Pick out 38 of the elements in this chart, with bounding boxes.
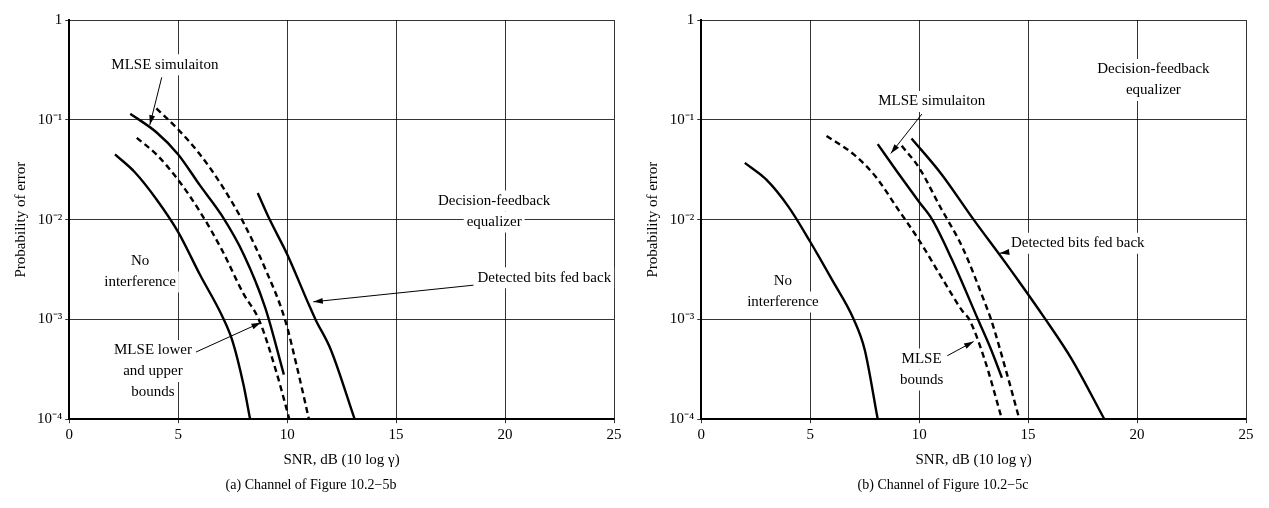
y-tick-label: 10⁻³ <box>669 310 695 327</box>
annotation: MLSE lower and upper bounds <box>114 341 192 400</box>
y-tick-label: 10⁻¹ <box>37 110 63 127</box>
annotation: No interference <box>747 271 820 309</box>
y-tick-label: 10⁻³ <box>37 310 63 327</box>
annotation: No interference <box>104 251 177 289</box>
y-tick-label: 1 <box>686 10 695 27</box>
x-axis-title: SNR, dB (10 log γ) <box>283 451 400 469</box>
annotation: MLSE simulaiton <box>878 92 986 109</box>
x-tick-label: 25 <box>606 426 622 443</box>
annotation: Decision-feedback equalizer <box>1097 60 1211 98</box>
text: (a) Channel of Figure 10.2−5b <box>225 477 397 494</box>
x-tick-label: 20 <box>1129 426 1145 443</box>
x-tick-label: 0 <box>65 426 73 443</box>
x-tick-label: 25 <box>1238 426 1254 443</box>
y-tick-label: 10⁻¹ <box>669 110 695 127</box>
x-tick-label: 5 <box>174 426 182 443</box>
y-tick-label: 10⁻² <box>669 210 695 227</box>
x-tick-label: 15 <box>1020 426 1036 443</box>
x-axis-title: SNR, dB (10 log γ) <box>915 451 1032 469</box>
x-tick-label: 10 <box>279 426 295 443</box>
y-tick-label: 10⁻² <box>37 210 63 227</box>
y-axis-title: Probability of error <box>643 161 660 278</box>
annotation: Decision-feedback equalizer <box>437 192 551 230</box>
y-tick-label: 1 <box>54 10 63 27</box>
x-tick-label: 20 <box>497 426 513 443</box>
y-axis-title: Probability of error <box>11 161 28 278</box>
x-tick-label: 15 <box>388 426 404 443</box>
x-tick-label: 10 <box>911 426 927 443</box>
text: (b) Channel of Figure 10.2−5c <box>857 477 1029 494</box>
annotation: MLSE simulaiton <box>111 55 219 72</box>
annotation: MLSE bounds <box>899 349 944 387</box>
y-tick-label: 10⁻⁴ <box>37 410 63 427</box>
annotation: Detected bits fed back <box>1010 234 1146 251</box>
x-tick-label: 5 <box>806 426 814 443</box>
y-tick-label: 10⁻⁴ <box>669 410 695 427</box>
annotation: Detected bits fed back <box>477 268 612 285</box>
x-tick-label: 0 <box>697 426 705 443</box>
